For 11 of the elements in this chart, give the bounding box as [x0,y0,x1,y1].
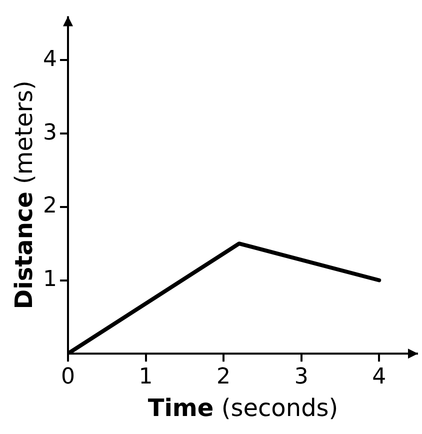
x-axis-title: Time (seconds) [148,394,338,422]
x-tick-label: 2 [216,364,231,390]
x-tick-label: 0 [60,364,75,390]
y-tick-label: 3 [42,120,57,146]
x-tick-label: 3 [294,364,308,390]
y-tick-label: 2 [42,194,57,219]
y-axis-title: Distance (meters) [10,80,38,310]
y-tick-label: 1 [42,266,57,292]
y-tick-label: 4 [42,46,57,72]
x-tick-label: 4 [372,364,386,390]
x-tick-label: 1 [138,364,153,390]
